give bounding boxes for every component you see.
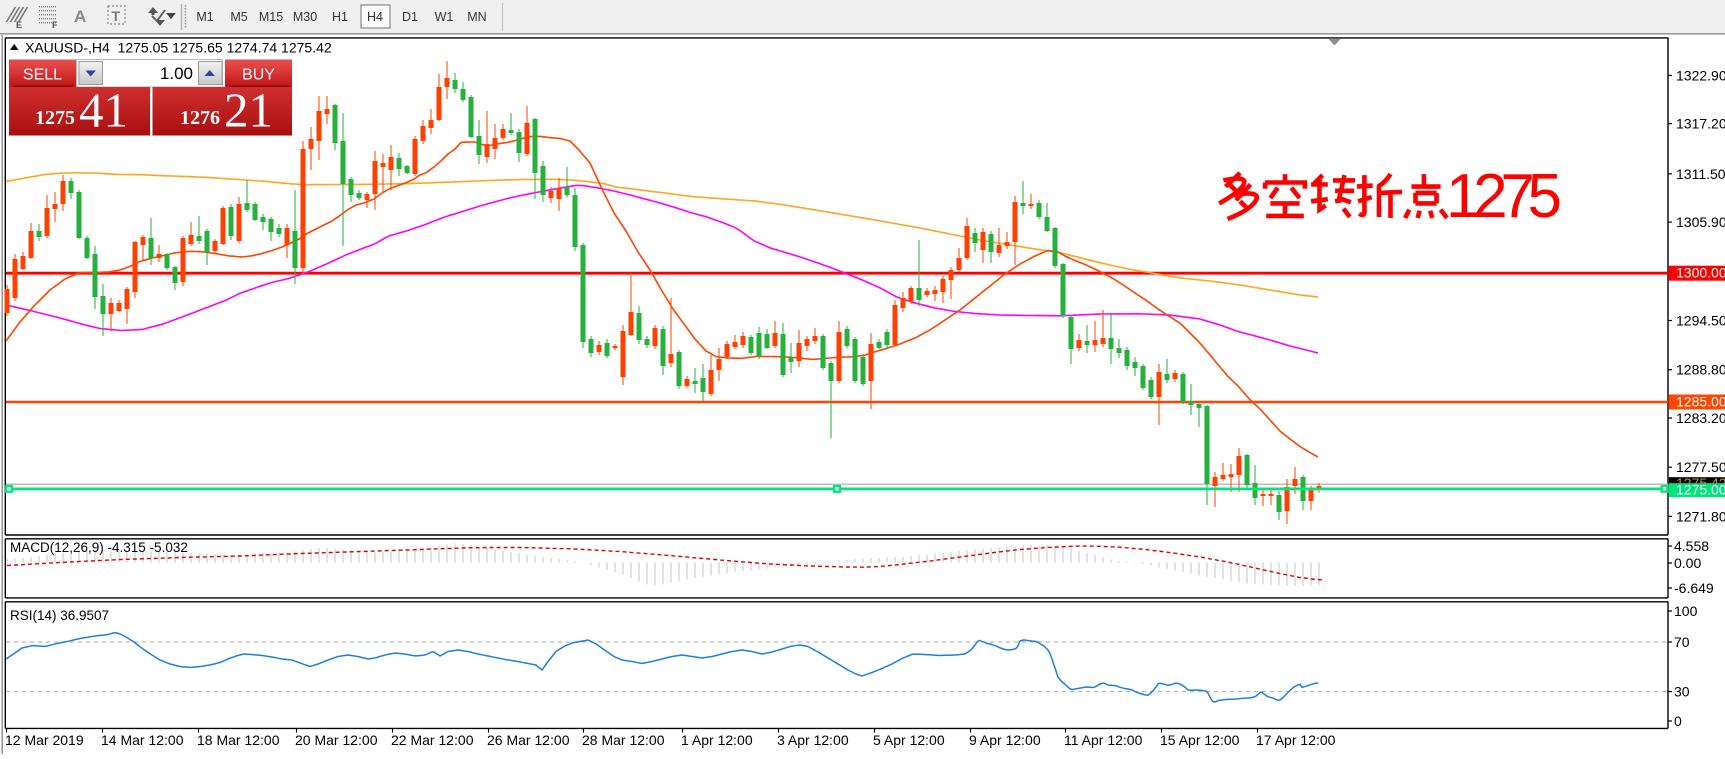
svg-text:0.00: 0.00 <box>1674 555 1701 571</box>
svg-text:1305.90: 1305.90 <box>1676 214 1725 230</box>
svg-text:1300.00: 1300.00 <box>1676 265 1725 281</box>
svg-text:T: T <box>112 8 121 24</box>
svg-text:12 Mar 2019: 12 Mar 2019 <box>5 732 84 748</box>
svg-text:26 Mar 12:00: 26 Mar 12:00 <box>487 732 570 748</box>
svg-text:1276: 1276 <box>180 107 220 129</box>
svg-text:1322.90: 1322.90 <box>1676 67 1725 83</box>
svg-text:1294.50: 1294.50 <box>1676 313 1725 329</box>
svg-text:1275: 1275 <box>1446 162 1562 231</box>
svg-text:1275: 1275 <box>35 107 75 129</box>
svg-text:3 Apr 12:00: 3 Apr 12:00 <box>777 732 849 748</box>
svg-text:1288.80: 1288.80 <box>1676 362 1725 378</box>
svg-text:M1: M1 <box>196 10 213 24</box>
svg-text:1283.20: 1283.20 <box>1676 410 1725 426</box>
svg-text:5 Apr 12:00: 5 Apr 12:00 <box>873 732 945 748</box>
svg-text:F: F <box>52 20 58 30</box>
svg-text:15 Apr 12:00: 15 Apr 12:00 <box>1160 732 1240 748</box>
svg-text:0: 0 <box>1674 713 1682 729</box>
svg-text:14 Mar 12:00: 14 Mar 12:00 <box>101 732 184 748</box>
svg-text:20 Mar 12:00: 20 Mar 12:00 <box>295 732 378 748</box>
svg-text:XAUUSD-,H4 1275.05 1275.65 12: XAUUSD-,H4 1275.05 1275.65 1274.74 1275.… <box>25 40 332 56</box>
svg-text:41: 41 <box>79 83 128 138</box>
svg-text:18 Mar 12:00: 18 Mar 12:00 <box>197 732 280 748</box>
svg-text:70: 70 <box>1674 634 1690 650</box>
svg-text:28 Mar 12:00: 28 Mar 12:00 <box>582 732 665 748</box>
svg-text:BUY: BUY <box>242 67 275 84</box>
svg-text:A: A <box>74 7 86 26</box>
svg-text:M15: M15 <box>259 10 283 24</box>
svg-text:1311.50: 1311.50 <box>1676 166 1725 182</box>
svg-text:22 Mar 12:00: 22 Mar 12:00 <box>391 732 474 748</box>
svg-text:H4: H4 <box>367 10 383 24</box>
svg-text:E: E <box>16 20 22 30</box>
svg-text:RSI(14) 36.9507: RSI(14) 36.9507 <box>10 608 109 623</box>
svg-text:1275.00: 1275.00 <box>1676 482 1725 498</box>
svg-text:W1: W1 <box>435 10 454 24</box>
svg-text:1277.50: 1277.50 <box>1676 459 1725 475</box>
svg-text:11 Apr 12:00: 11 Apr 12:00 <box>1064 732 1143 748</box>
svg-text:30: 30 <box>1674 684 1690 700</box>
svg-text:MACD(12,26,9) -4.315 -5.032: MACD(12,26,9) -4.315 -5.032 <box>10 540 188 555</box>
svg-text:21: 21 <box>224 83 273 138</box>
svg-text:H1: H1 <box>332 10 348 24</box>
svg-text:MN: MN <box>467 10 486 24</box>
svg-text:9 Apr 12:00: 9 Apr 12:00 <box>969 732 1041 748</box>
svg-text:1271.80: 1271.80 <box>1676 508 1725 524</box>
svg-text:1317.20: 1317.20 <box>1676 116 1725 132</box>
svg-text:4.558: 4.558 <box>1674 538 1709 554</box>
svg-text:100: 100 <box>1674 603 1698 619</box>
svg-text:-6.649: -6.649 <box>1674 580 1714 596</box>
svg-text:D1: D1 <box>402 10 418 24</box>
svg-text:M30: M30 <box>293 10 317 24</box>
svg-text:M5: M5 <box>230 10 247 24</box>
svg-text:SELL: SELL <box>23 67 62 84</box>
svg-text:1285.00: 1285.00 <box>1676 394 1725 410</box>
svg-text:17 Apr 12:00: 17 Apr 12:00 <box>1256 732 1336 748</box>
svg-text:1.00: 1.00 <box>160 64 193 83</box>
svg-text:1 Apr 12:00: 1 Apr 12:00 <box>681 732 753 748</box>
